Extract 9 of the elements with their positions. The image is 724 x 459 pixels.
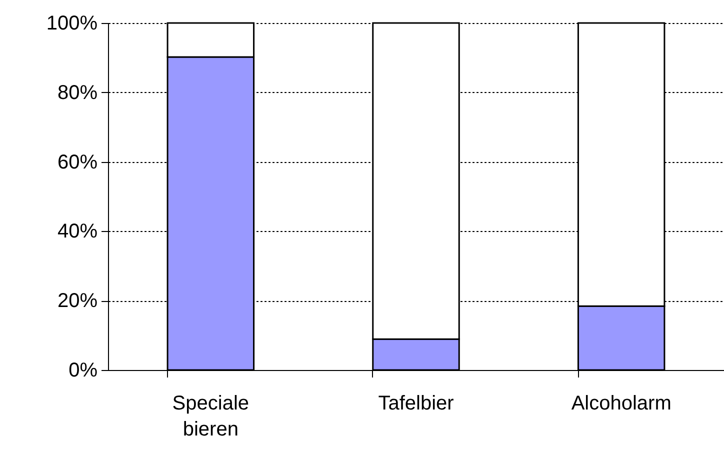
x-tick-label: Speciale bieren bbox=[172, 392, 250, 440]
y-tick-label: 40% bbox=[57, 220, 98, 243]
x-tick-label: Alcoholarm bbox=[571, 392, 672, 414]
y-tick-label: 20% bbox=[57, 290, 98, 312]
x-tick-label: Tafelbier bbox=[378, 392, 454, 414]
y-tick-label: 60% bbox=[57, 151, 98, 174]
y-tick-label: 100% bbox=[46, 12, 98, 34]
y-tick-label: 80% bbox=[57, 82, 98, 104]
y-tick-label: 0% bbox=[68, 360, 98, 382]
